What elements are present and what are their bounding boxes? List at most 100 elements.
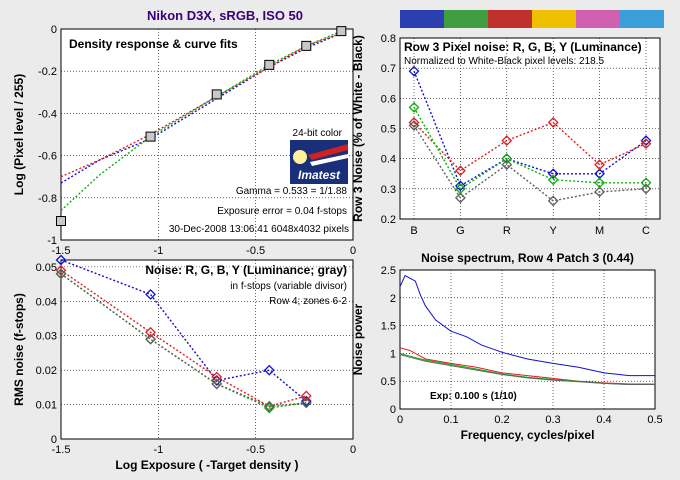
y-axis-label: Row 3 Noise (% of White - Black): [351, 35, 365, 222]
data-point: [55, 268, 67, 280]
data-point: [594, 186, 606, 198]
exposure-error-annotation: Exposure error = 0.04 f-stops: [217, 206, 347, 217]
x-tick-label: 0: [397, 414, 403, 426]
data-point: [501, 135, 513, 146]
y-tick-label: 0.8: [381, 33, 396, 45]
x-tick-label: 0.5: [647, 414, 662, 426]
x-tick-label: 0: [350, 245, 356, 257]
x-tick-label: C: [642, 225, 650, 237]
data-point: [640, 177, 652, 189]
plot-noise: 0 0.01 0.02 0.03 0.04 0.05 -1.5 -1 -0.5 0 RMS nois…: [12, 254, 356, 472]
data-point: [300, 395, 312, 407]
x-tick-label: -1.5: [52, 444, 71, 456]
data-point: [211, 371, 223, 383]
data-point: [301, 40, 312, 51]
exposure-annotation: Exp: 0.100 s (1/10): [430, 391, 517, 402]
data-point: [640, 138, 652, 150]
chart-subtitle: Normalized to White-Black pixel levels: …: [404, 56, 605, 67]
series-line-red: [60, 269, 307, 408]
y-tick-label: 0.05: [36, 262, 57, 274]
data-point: [211, 378, 223, 390]
data-point: [501, 159, 513, 171]
imatest-logo: 24-bit color Imatest: [290, 128, 348, 184]
data-point: [408, 65, 420, 77]
series-line-gray: [60, 273, 307, 408]
series-line-blue: [399, 274, 655, 377]
x-tick-label: -0.5: [246, 245, 265, 257]
data-point: [55, 264, 67, 276]
data-point: [55, 254, 67, 266]
gridlines: [399, 269, 656, 410]
data-point: [263, 364, 275, 376]
color-swatches: [400, 10, 664, 28]
data-point: [547, 195, 559, 207]
chart-title: Noise: R, G, B, Y (Luminance; gray): [145, 263, 347, 277]
data-point: [263, 400, 275, 412]
gridlines: [400, 37, 660, 220]
y-tick-label: 0.02: [36, 365, 57, 377]
x-tick-label: R: [503, 225, 511, 237]
data-point: [547, 117, 559, 128]
data-point: [145, 131, 156, 142]
y-tick-label: -0.2: [38, 66, 57, 78]
x-tick-label: 0.3: [545, 414, 560, 426]
data-point: [454, 165, 466, 177]
color-swatch-3: [488, 10, 532, 28]
data-point: [594, 159, 606, 171]
logo-stripe-red: [308, 144, 348, 160]
color-swatch-6: [620, 10, 664, 28]
gamma-annotation: Gamma = 0.533 = 1/1.88: [236, 186, 348, 197]
x-tick-label: 0.4: [596, 414, 611, 426]
series-line-blue: [413, 70, 647, 187]
y-tick-label: 0.2: [381, 214, 396, 226]
y-tick-label: 0: [51, 434, 57, 446]
chart-title: Row 3 Pixel noise: R, G, B, Y (Luminance…: [404, 40, 642, 54]
data-point: [300, 390, 312, 402]
data-point: [145, 289, 156, 300]
logo-sun: [293, 150, 307, 164]
y-tick-label: 0.3: [381, 184, 396, 196]
y-tick-label: -1: [47, 235, 57, 247]
plot-frame: [60, 259, 354, 440]
logo-caption: 24-bit color: [293, 128, 343, 139]
data-point: [547, 174, 559, 186]
data-point: [408, 117, 420, 128]
color-swatch-4: [532, 10, 576, 28]
logo-text: Imatest: [298, 168, 341, 182]
y-tick-label: 0.6: [381, 93, 396, 105]
chart-subtitle: in f-stops (variable divisor): [230, 281, 347, 292]
x-tick-label: -0.5: [246, 444, 265, 456]
color-swatch-2: [444, 10, 488, 28]
x-tick-label: B: [410, 225, 417, 237]
y-tick-label: 2: [390, 293, 396, 305]
x-axis-label: Log Exposure ( -Target density ): [115, 458, 298, 472]
x-tick-label: -1.5: [52, 245, 71, 257]
data-point: [145, 326, 156, 338]
y-tick-label: 1: [390, 348, 396, 360]
plot-spectrum: 0 0.5 1 1.5 2 2.5 0 0.1 0.2 0.3 0.4 0.5 Noise power F…: [351, 251, 663, 442]
data-point: [263, 402, 275, 414]
y-tick-label: 1.5: [381, 321, 396, 333]
y-tick-label: 0: [51, 24, 57, 36]
data-point: [454, 192, 466, 204]
y-tick-label: 2.5: [381, 265, 396, 277]
series-line-gray: [399, 354, 655, 385]
plot-frame: [60, 28, 354, 241]
color-swatch-5: [576, 10, 620, 28]
data-point: [211, 89, 222, 100]
y-axis-label: Noise power: [351, 304, 365, 376]
data-point: [56, 216, 66, 227]
data-point: [264, 59, 275, 70]
y-tick-label: 0.5: [381, 124, 396, 136]
y-tick-label: 0.03: [36, 331, 57, 343]
y-tick-label: -0.8: [38, 193, 57, 205]
color-swatch-1: [400, 10, 444, 28]
data-point: [300, 397, 312, 409]
data-point: [640, 135, 652, 146]
plot-row3: 0.2 0.3 0.4 0.5 0.6 0.7 0.8 B G R Y M C Row 3 Noise (…: [351, 33, 661, 237]
y-axis-label: Log (Pixel level / 255): [12, 74, 26, 195]
y-tick-label: 0.5: [381, 376, 396, 388]
logo-stripe-white: [310, 154, 348, 166]
data-point: [408, 101, 420, 113]
